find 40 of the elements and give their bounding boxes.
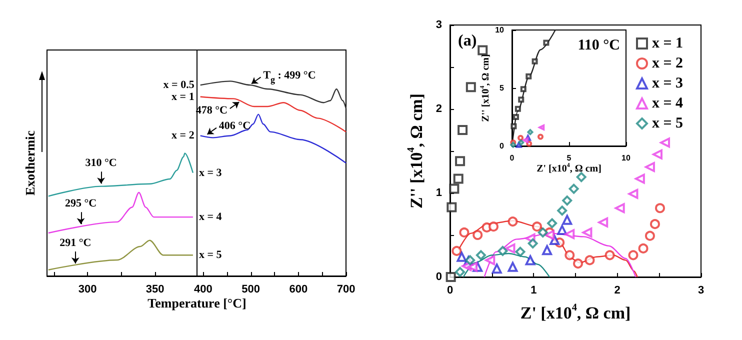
annotation: 310 °C xyxy=(85,157,117,170)
x-tick-label: 10 xyxy=(622,154,631,162)
y-tick-label: 10 xyxy=(495,26,505,34)
annotation: 110 °C xyxy=(578,38,620,54)
y-tick-label: 2 xyxy=(436,103,442,115)
y-axis-title: Exothermic xyxy=(22,130,38,196)
series-label: x = 0.5 xyxy=(163,79,195,92)
legend-label: x = 2 xyxy=(652,56,684,72)
y-tick-label: 3 xyxy=(436,19,442,31)
x-tick-label: 5 xyxy=(566,154,572,162)
x-tick-label: 0 xyxy=(446,284,454,296)
x-tick-label: 400 xyxy=(194,284,212,296)
series-label: x = 3 xyxy=(198,166,222,179)
annotation: 406 °C xyxy=(218,120,251,132)
series-label: x = 4 xyxy=(198,211,222,224)
y-tick-label: 0 xyxy=(436,271,442,283)
x-tick-label: 600 xyxy=(289,284,308,296)
annotation: 295 °C xyxy=(64,198,97,210)
series-label: x = 1 xyxy=(172,90,194,103)
series-label: x = 2 xyxy=(172,130,195,142)
x-tick-label: 350 xyxy=(146,284,164,296)
legend-label: x = 3 xyxy=(652,76,684,92)
y-tick-label: 0 xyxy=(500,142,505,150)
annotation: 291 °C xyxy=(60,236,92,249)
x-tick-label: 3 xyxy=(698,284,704,296)
x-tick-label: 700 xyxy=(336,284,356,296)
legend-label: x = 5 xyxy=(652,116,684,132)
legend-label: x = 1 xyxy=(652,36,684,52)
x-tick-label: 2 xyxy=(614,284,620,296)
x-tick-label: 1 xyxy=(530,284,537,296)
annotation: (a) xyxy=(458,32,477,50)
x-axis-title: Temperature [°C] xyxy=(148,296,246,310)
series-label: x = 5 xyxy=(198,249,222,262)
y-tick-label: 1 xyxy=(436,187,442,199)
y-tick-label: 5 xyxy=(500,84,505,92)
legend-label: x = 4 xyxy=(652,96,684,112)
x-tick-label: 300 xyxy=(78,284,97,296)
y-axis-title: Z'' [x104, Ω cm] xyxy=(406,93,426,209)
x-tick-label: 0 xyxy=(510,154,515,162)
x-tick-label: 500 xyxy=(242,284,260,296)
